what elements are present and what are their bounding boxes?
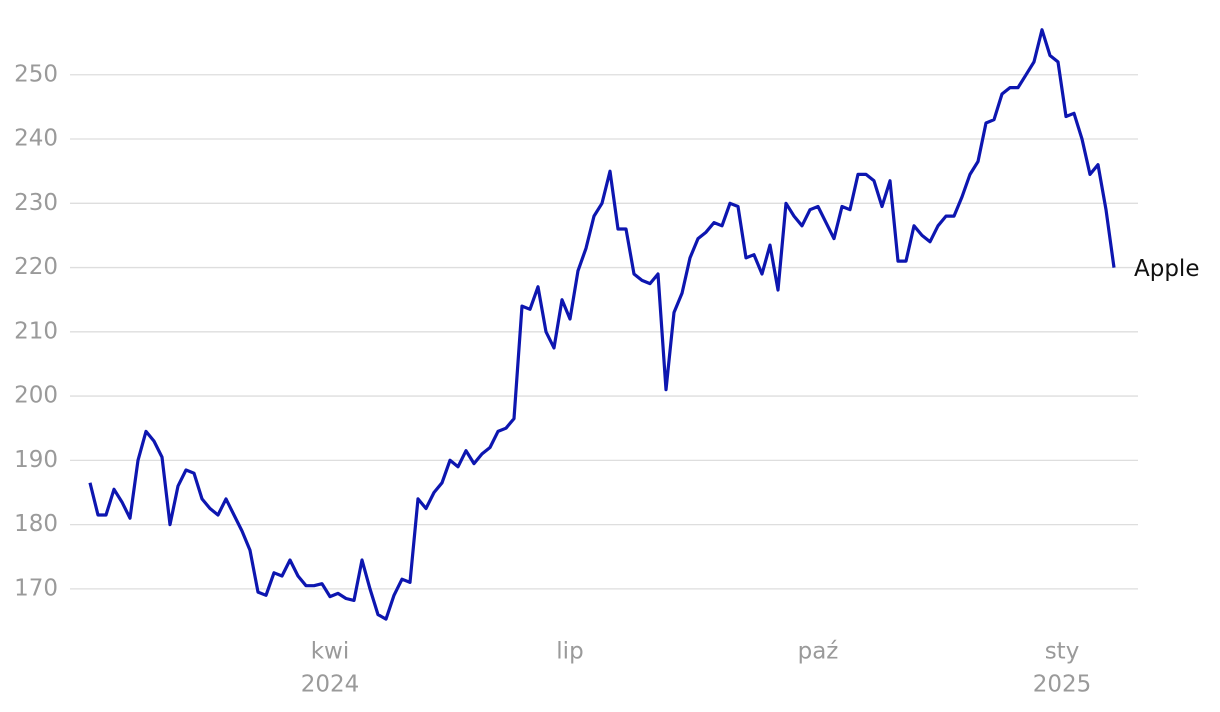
y-tick-label: 210 xyxy=(14,318,58,344)
x-tick-label: lip xyxy=(556,639,583,665)
x-tick-label: 2024 xyxy=(301,672,360,698)
x-tick-label: sty xyxy=(1045,639,1080,665)
y-tick-label: 200 xyxy=(14,383,58,409)
y-tick-label: 230 xyxy=(14,190,58,216)
y-tick-label: 250 xyxy=(14,61,58,87)
x-tick-label: paź xyxy=(798,639,839,665)
y-tick-label: 190 xyxy=(14,447,58,473)
y-tick-label: 220 xyxy=(14,254,58,280)
x-tick-label: 2025 xyxy=(1033,672,1092,698)
series-label: Apple xyxy=(1134,256,1199,282)
x-tick-label: kwi xyxy=(311,639,350,665)
y-tick-label: 170 xyxy=(14,575,58,601)
line xyxy=(88,28,1116,621)
y-tick-label: 180 xyxy=(14,511,58,537)
y-tick-label: 240 xyxy=(14,126,58,152)
